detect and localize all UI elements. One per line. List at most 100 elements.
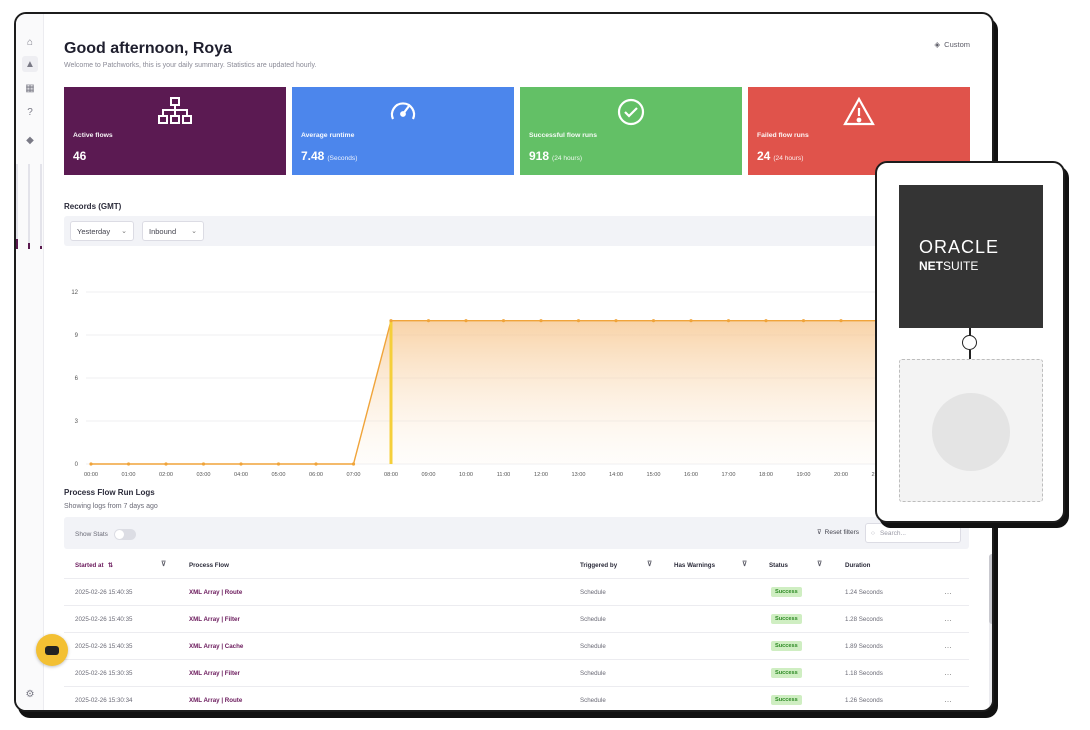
gauge-icon [292, 97, 514, 132]
records-title: Records (GMT) [64, 202, 122, 211]
table-row[interactable]: 2025-02-26 15:30:35 XML Array | Filter Sch… [64, 660, 969, 687]
connector-line [969, 328, 971, 336]
stat-card-active-flows[interactable]: Active flows 46 [64, 87, 286, 175]
connector-node [962, 335, 977, 350]
dashboard-icon[interactable]: ▲ [22, 56, 38, 72]
filter-icon[interactable]: ⊽ [817, 561, 823, 568]
row-menu-icon[interactable]: … [944, 587, 952, 596]
custom-button[interactable]: ◈ Custom [934, 40, 970, 49]
connector-line [969, 350, 971, 359]
area-fill [91, 320, 879, 464]
cell-triggered-by: Schedule [580, 643, 606, 650]
x-tick-label: 06:00 [309, 472, 323, 476]
chevron-down-icon: ⌄ [121, 228, 127, 235]
grid-icon[interactable]: ▦ [25, 82, 35, 94]
x-tick-label: 20:00 [834, 472, 848, 476]
integration-card: ORACLE NETSUITE [875, 161, 1065, 523]
check-circle-icon [520, 97, 742, 132]
show-stats-toggle[interactable]: Show Stats [75, 529, 136, 540]
x-tick-label: 16:00 [684, 472, 698, 476]
x-tick-label: 00:00 [84, 472, 98, 476]
chat-launcher-button[interactable] [36, 634, 68, 666]
cell-process-flow-link[interactable]: XML Array | Route [189, 697, 243, 704]
y-tick-label: 0 [75, 462, 79, 468]
filter-icon[interactable]: ⊽ [161, 561, 167, 568]
column-status[interactable]: Status [769, 562, 788, 569]
empty-connector-slot[interactable] [899, 359, 1043, 502]
data-point [689, 319, 693, 323]
cell-duration: 1.26 Seconds [845, 697, 883, 704]
data-point [839, 319, 843, 323]
cell-process-flow-link[interactable]: XML Array | Cache [189, 643, 244, 650]
data-point [239, 462, 243, 466]
x-tick-label: 02:00 [159, 472, 173, 476]
scrollbar-thumb[interactable] [989, 554, 992, 624]
row-menu-icon[interactable]: … [944, 668, 952, 677]
chat-icon [45, 645, 59, 655]
dashboard-window: ⌂ ▲ ▦ ? ◆ ⚙ Good afternoon, Roya Welcome… [14, 12, 994, 712]
page-title: Good afternoon, Roya [64, 40, 232, 57]
table-row[interactable]: 2025-02-26 15:40:35 XML Array | Cache Sche… [64, 633, 969, 660]
status-badge: Success [771, 695, 802, 705]
x-tick-label: 07:00 [347, 472, 361, 476]
stat-card-failed-runs[interactable]: Failed flow runs 24 (24 hours) [748, 87, 970, 175]
filter-icon[interactable]: ⊽ [742, 561, 748, 568]
sort-icon[interactable]: ⇅ [108, 562, 114, 569]
series-line [91, 319, 879, 465]
x-tick-label: 17:00 [722, 472, 736, 476]
status-badge: Success [771, 614, 802, 624]
search-input[interactable]: ○ Search... [865, 523, 961, 543]
data-point [351, 462, 356, 466]
row-menu-icon[interactable]: … [944, 641, 952, 650]
x-tick-label: 15:00 [647, 472, 661, 476]
cell-triggered-by: Schedule [580, 616, 606, 623]
cell-process-flow-link[interactable]: XML Array | Route [189, 589, 243, 596]
period-select[interactable]: Yesterday ⌄ [70, 221, 134, 241]
netsuite-logo-tile[interactable]: ORACLE NETSUITE [899, 185, 1043, 328]
cell-duration: 1.24 Seconds [845, 589, 883, 596]
table-scrollbar[interactable] [989, 554, 992, 709]
cell-process-flow-link[interactable]: XML Array | Filter [189, 616, 240, 623]
row-menu-icon[interactable]: … [944, 695, 952, 704]
x-tick-label: 04:00 [234, 472, 248, 476]
status-badge: Success [771, 668, 802, 678]
column-triggered-by[interactable]: Triggered by [580, 562, 618, 569]
table-row[interactable]: 2025-02-26 15:30:34 XML Array | Route Sche… [64, 687, 969, 710]
table-row[interactable]: 2025-02-26 15:40:35 XML Array | Filter Sch… [64, 606, 969, 633]
logs-toolbar: Show Stats ⊽ Reset filters ○ Search... [64, 517, 969, 549]
direction-select[interactable]: Inbound ⌄ [142, 221, 204, 241]
table-row[interactable]: 2025-02-26 15:40:35 XML Array | Route Sche… [64, 579, 969, 606]
column-started-at[interactable]: Started at [75, 562, 104, 569]
stat-cards: Active flows 46 Average runtime 7.48 (Sec… [64, 87, 970, 175]
chevron-down-icon: ⌄ [191, 228, 197, 235]
row-menu-icon[interactable]: … [944, 614, 952, 623]
filter-icon[interactable]: ⊽ [647, 561, 653, 568]
column-duration[interactable]: Duration [845, 562, 871, 569]
cell-duration: 1.18 Seconds [845, 670, 883, 677]
y-tick-label: 3 [75, 419, 79, 425]
cell-triggered-by: Schedule [580, 697, 606, 704]
cell-started-at: 2025-02-26 15:30:34 [75, 697, 133, 704]
highlight-bar [389, 320, 393, 464]
stat-card-average-runtime[interactable]: Average runtime 7.48 (Seconds) [292, 87, 514, 175]
x-tick-label: 12:00 [534, 472, 548, 476]
settings-icon[interactable]: ⚙ [25, 688, 35, 700]
layers-icon[interactable]: ◆ [26, 134, 34, 146]
warning-icon [748, 96, 970, 132]
help-icon[interactable]: ? [27, 106, 33, 118]
cell-process-flow-link[interactable]: XML Array | Filter [189, 670, 240, 677]
column-process-flow[interactable]: Process Flow [189, 562, 229, 569]
data-point [651, 319, 656, 323]
reset-filters-button[interactable]: ⊽ Reset filters [816, 528, 859, 537]
toggle-switch[interactable] [113, 529, 136, 540]
logs-subtitle: Showing logs from 7 days ago [64, 503, 158, 510]
data-point [726, 319, 731, 323]
home-icon[interactable]: ⌂ [26, 36, 34, 48]
stat-card-successful-runs[interactable]: Successful flow runs 918 (24 hours) [520, 87, 742, 175]
x-tick-label: 01:00 [122, 472, 136, 476]
page-subtitle: Welcome to Patchworks, this is your dail… [64, 62, 317, 69]
data-point [539, 319, 543, 323]
cell-started-at: 2025-02-26 15:40:35 [75, 643, 133, 650]
oracle-wordmark: ORACLE [919, 237, 1000, 257]
column-has-warnings[interactable]: Has Warnings [674, 562, 716, 569]
